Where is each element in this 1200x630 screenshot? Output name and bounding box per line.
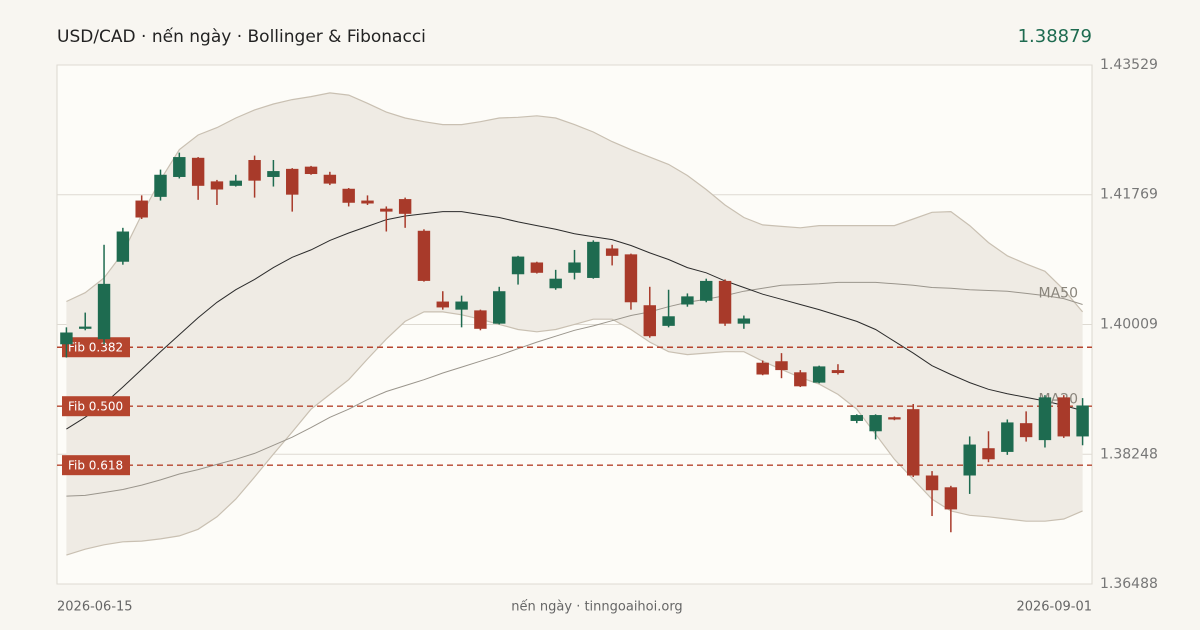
candle-body <box>380 208 393 212</box>
candle-body <box>963 444 976 476</box>
candle-body <box>455 301 468 310</box>
bollinger-lower <box>66 311 1083 556</box>
fib-label: Fib 0.382 <box>68 341 123 355</box>
y-tick-label: 1.40009 <box>1100 316 1158 332</box>
fib-label-bg <box>62 337 130 358</box>
x-tick-label: 2026-09-01 <box>1016 600 1092 615</box>
chart-title: USD/CAD · nến ngày · Bollinger & Fibonac… <box>57 26 426 47</box>
candle-body <box>1076 405 1089 437</box>
candle-body <box>267 171 280 177</box>
fib-label: Fib 0.500 <box>68 400 123 414</box>
x-tick-label: 2026-06-15 <box>57 600 133 615</box>
candle-body <box>191 157 205 186</box>
candle-body <box>398 199 412 214</box>
candle-body <box>116 231 130 262</box>
candle-body <box>756 362 769 375</box>
candle-body <box>624 254 638 303</box>
y-tick-label: 1.36488 <box>1100 576 1158 592</box>
candle-body <box>60 332 73 345</box>
candle-body <box>79 326 92 329</box>
ma-label: MA50 <box>1039 285 1078 301</box>
candle-body <box>323 174 337 184</box>
candle-body <box>850 415 863 421</box>
candle-body <box>737 318 751 324</box>
fib-label-bg <box>62 396 130 417</box>
y-tick-label: 1.38248 <box>1100 446 1158 462</box>
candle-body <box>700 280 713 301</box>
candle-body <box>530 262 544 273</box>
candle-body <box>361 200 374 204</box>
candle-body <box>718 280 732 324</box>
candle-body <box>925 475 939 491</box>
candle-body <box>1038 397 1052 441</box>
candle-body <box>812 366 826 383</box>
candle-body <box>681 296 694 305</box>
ma-line <box>66 281 1083 497</box>
candle-body <box>587 241 600 278</box>
candle-body <box>1019 423 1033 438</box>
candle-body <box>982 448 995 460</box>
candle-body <box>549 278 562 289</box>
footer: nến ngày · tinngoaihoi.org <box>511 600 682 615</box>
candle-body <box>173 157 186 177</box>
candle-body <box>605 248 619 256</box>
candle-body <box>794 372 807 387</box>
bollinger-upper <box>66 92 1084 313</box>
candle-body <box>304 166 318 175</box>
candle-body <box>210 181 224 190</box>
candle-body <box>436 301 449 308</box>
candle-body <box>888 417 901 420</box>
candle-body <box>474 310 487 329</box>
candle-body <box>493 291 506 324</box>
candle-body <box>869 415 882 432</box>
ma-line <box>66 211 1083 430</box>
candle-body <box>662 316 675 326</box>
candle-body <box>1001 422 1014 452</box>
candle-body <box>775 361 788 371</box>
candle-body <box>568 262 581 273</box>
candle-body <box>643 305 656 337</box>
candle-body <box>511 256 525 275</box>
y-tick-label: 1.41769 <box>1100 187 1158 203</box>
candle-body <box>342 188 355 203</box>
candle-body <box>248 160 261 181</box>
y-tick-label: 1.43529 <box>1100 57 1158 73</box>
candle-body <box>1057 397 1070 437</box>
candle-body <box>135 200 148 218</box>
fib-label-bg <box>62 455 130 476</box>
fib-label: Fib 0.618 <box>68 459 123 473</box>
candle-body <box>229 180 242 186</box>
candle-body <box>286 168 299 195</box>
candle-body <box>944 487 958 510</box>
candle-body <box>907 409 920 476</box>
candle-body <box>97 283 111 340</box>
candle-body <box>417 230 431 281</box>
candle-body <box>831 370 845 374</box>
last-price: 1.38879 <box>1018 26 1092 47</box>
candle-body <box>154 174 167 197</box>
